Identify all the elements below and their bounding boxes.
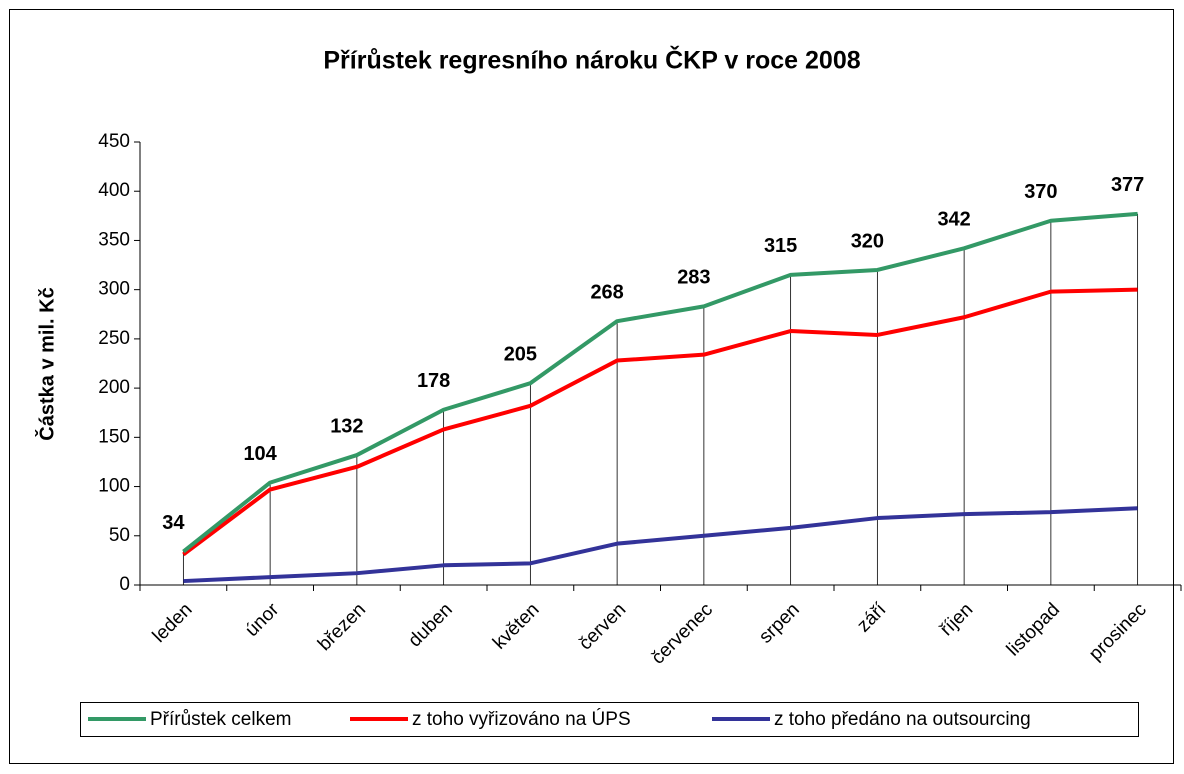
data-label: 104 (243, 443, 277, 465)
data-label: 268 (590, 281, 623, 303)
y-axis-label: Částka v mil. Kč (34, 287, 58, 440)
data-label: 342 (937, 209, 970, 231)
legend-label: z toho předáno na outsourcing (774, 709, 1031, 730)
data-label: 132 (330, 415, 363, 437)
chart-title: Přírůstek regresního nároku ČKP v roce 2… (323, 45, 860, 75)
y-tick-label: 150 (98, 426, 130, 447)
y-tick-label: 300 (98, 279, 130, 300)
data-label: 377 (1111, 174, 1144, 196)
y-tick-label: 0 (119, 574, 130, 595)
series-line (182, 211, 1138, 554)
data-label: 205 (504, 343, 537, 365)
legend-label: z toho vyřizováno na ÚPS (412, 708, 631, 730)
data-label: 370 (1024, 181, 1057, 203)
data-label: 283 (677, 267, 710, 289)
y-tick-label: 250 (98, 328, 130, 349)
y-tick-label: 100 (98, 476, 130, 497)
y-tick-label: 200 (98, 377, 130, 398)
series-line (182, 287, 1138, 557)
y-tick-label: 450 (98, 131, 130, 152)
data-label: 315 (764, 235, 797, 257)
data-label: 178 (417, 370, 450, 392)
legend-label: Přírůstek celkem (150, 709, 291, 730)
y-tick-label: 400 (98, 180, 130, 201)
series-line (183, 506, 1138, 584)
data-label: 320 (851, 230, 884, 252)
y-tick-label: 50 (109, 525, 130, 546)
chart-border (9, 9, 1174, 764)
y-tick-label: 350 (98, 229, 130, 250)
data-label: 34 (162, 512, 185, 534)
legend-box (80, 702, 1139, 737)
